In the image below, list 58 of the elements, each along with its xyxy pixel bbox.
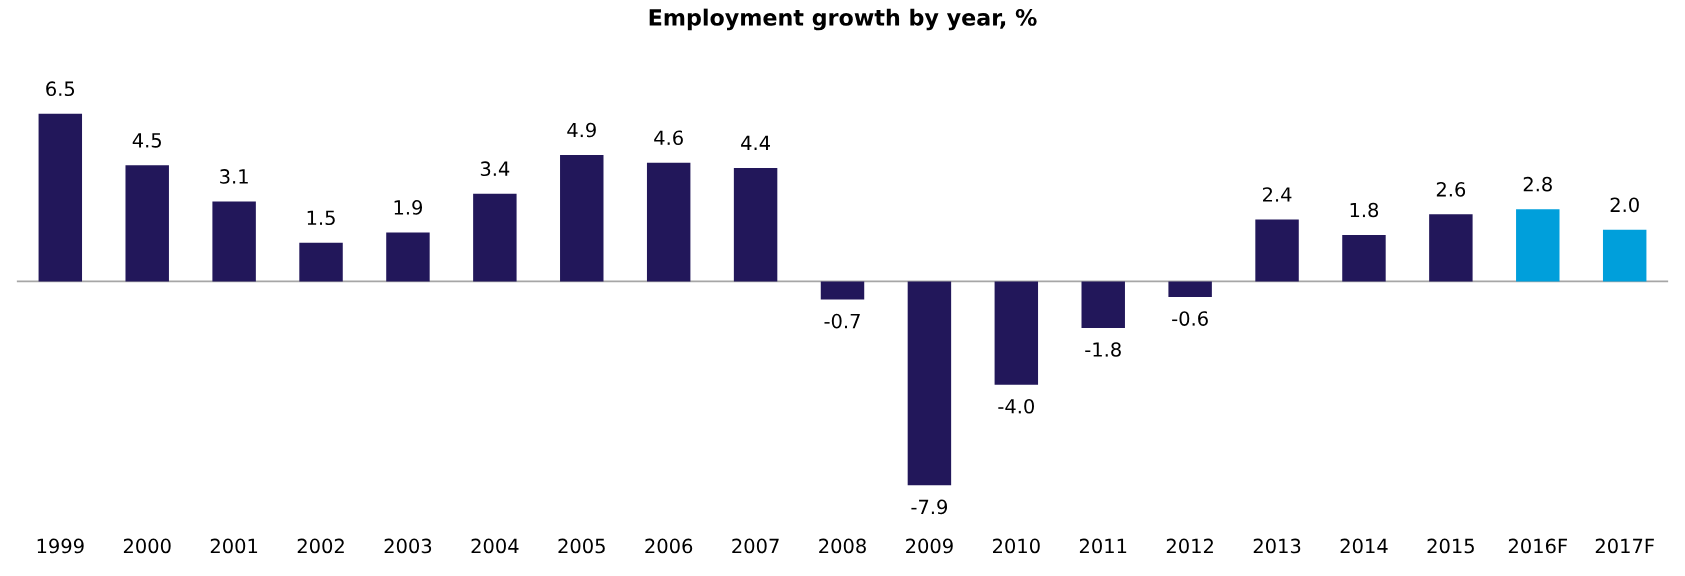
data-label: 2.6 [1436,181,1466,197]
x-tick-label: 2014 [1340,538,1388,554]
x-tick-label: 2017F [1595,538,1654,554]
x-tick-label: 2011 [1079,538,1127,554]
data-label: 6.5 [46,81,75,97]
data-label: 1.5 [307,210,335,226]
data-label: 4.4 [741,135,770,150]
bar [733,167,778,282]
data-label: 2.4 [1263,187,1292,202]
data-label: -1.8 [1085,342,1121,357]
bar [907,281,952,486]
bar [212,201,256,282]
bar [1516,209,1560,282]
x-tick-label: 2000 [123,538,171,554]
bar [646,162,691,282]
data-label: -7.9 [911,499,948,515]
data-label: 4.9 [567,122,596,138]
x-tick-label: 2013 [1253,538,1301,554]
x-tick-label: 2002 [297,538,344,554]
x-tick-label: 2005 [558,538,605,554]
bar [1255,219,1299,282]
bar [473,193,517,282]
x-tick-label: 2001 [210,538,258,554]
bar [125,165,169,282]
bar [386,232,430,282]
data-label: 4.6 [654,130,683,146]
x-tick-label: 2012 [1166,538,1213,554]
bar [1429,214,1473,282]
data-label: 1.9 [394,200,423,215]
data-label: 2.0 [1610,197,1639,213]
x-tick-label: 1999 [37,538,84,554]
bar [994,281,1039,385]
x-tick-label: 2010 [993,538,1040,554]
x-tick-label: 2008 [819,538,866,554]
bar [560,155,604,282]
x-tick-label: 2009 [906,538,953,554]
data-label: 1.8 [1350,202,1379,218]
data-label: -0.6 [1172,311,1208,326]
bar [1081,281,1125,328]
bar [1168,281,1212,297]
data-label: 2.8 [1523,176,1552,192]
x-tick-label: 2004 [471,538,519,554]
chart-title: Employment growth by year, % [649,8,1037,31]
data-label: 3.1 [220,169,248,184]
bar [1342,235,1386,282]
bar [38,113,83,282]
data-label: -0.7 [824,313,860,329]
bar [820,281,865,300]
x-tick-label: 2006 [645,538,693,554]
bar [1602,229,1647,282]
x-tick-label: 2003 [384,538,432,554]
data-label: 4.5 [132,133,161,148]
data-label: 3.4 [480,161,510,177]
x-tick-label: 2007 [732,538,779,554]
x-tick-label: 2015 [1427,538,1474,554]
bar [299,242,343,282]
data-label: -4.0 [998,398,1034,414]
x-tick-label: 2016F [1508,538,1567,554]
